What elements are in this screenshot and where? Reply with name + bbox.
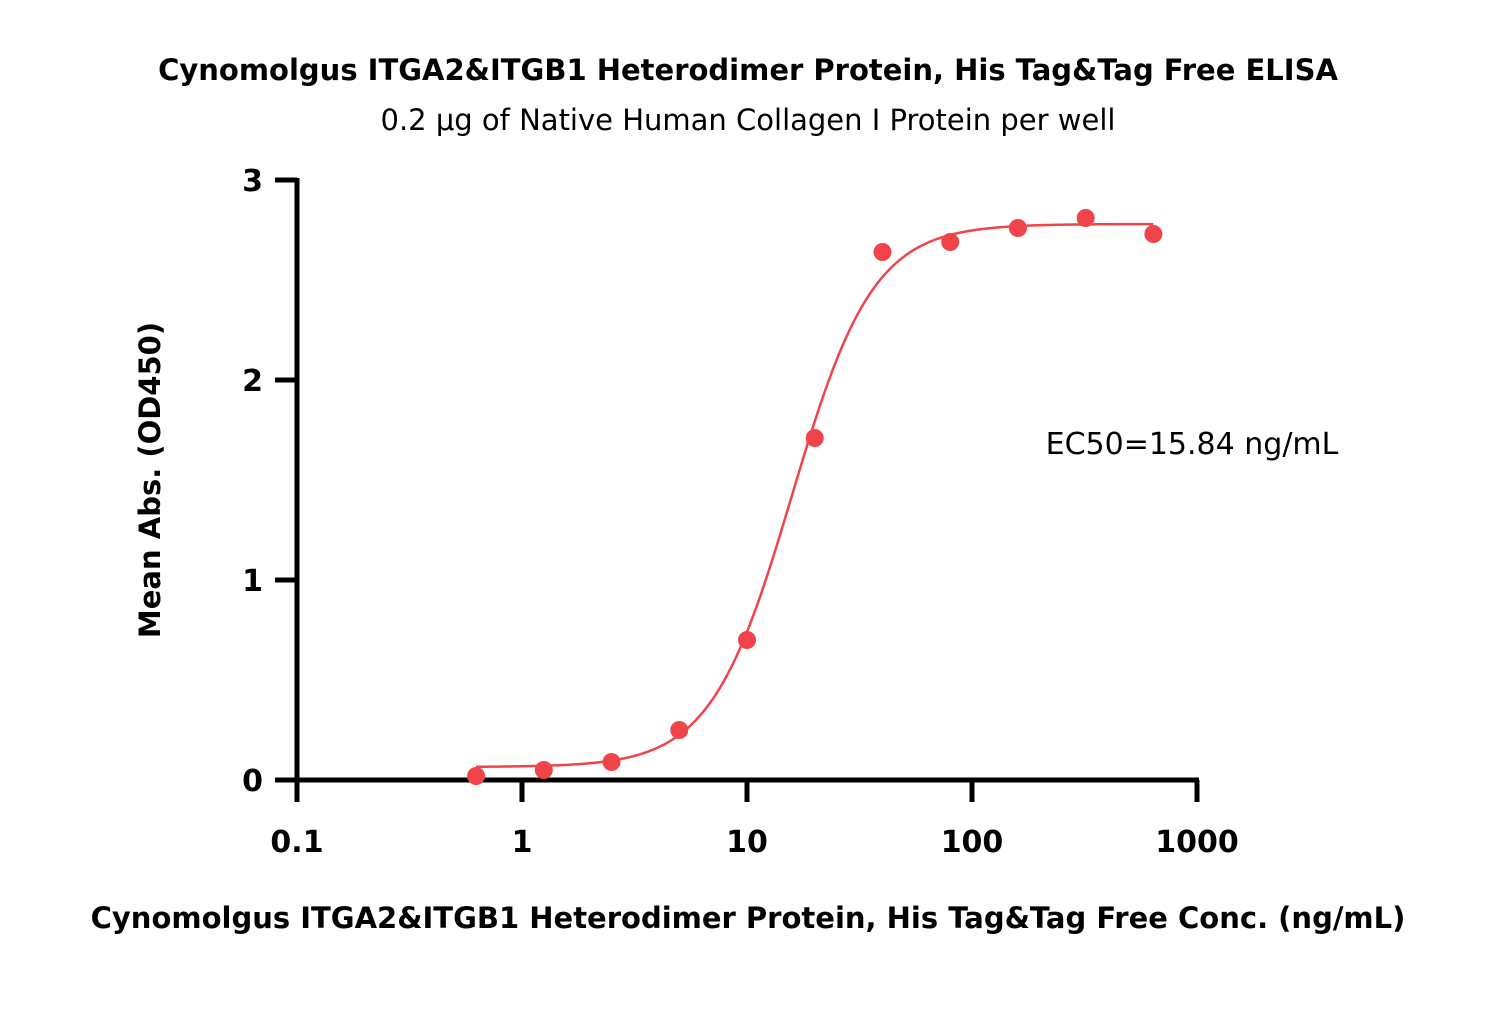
data-point <box>534 761 553 779</box>
x-axis-ticks: 0.1 1 10 100 1000 <box>270 780 1239 860</box>
data-point <box>941 233 960 251</box>
axes <box>275 178 1199 802</box>
x-tick-label: 100 <box>941 825 1004 860</box>
data-point <box>670 721 689 739</box>
y-tick-label: 3 <box>242 164 263 199</box>
x-tick-label: 1 <box>512 825 533 860</box>
y-axis-label: Mean Abs. (OD450) <box>133 322 167 638</box>
chart-subtitle: 0.2 μg of Native Human Collagen I Protei… <box>381 103 1116 137</box>
y-tick-label: 0 <box>242 764 263 799</box>
x-tick-label: 0.1 <box>270 825 323 860</box>
data-point <box>1008 219 1027 237</box>
data-point <box>1144 225 1163 243</box>
x-axis-label: Cynomolgus ITGA2&ITGB1 Heterodimer Prote… <box>91 901 1406 935</box>
chart-title: Cynomolgus ITGA2&ITGB1 Heterodimer Prote… <box>158 53 1338 87</box>
data-point <box>1076 209 1095 227</box>
data-point <box>467 767 486 785</box>
data-point <box>873 243 892 261</box>
x-tick-label: 1000 <box>1155 825 1239 860</box>
x-tick-label: 10 <box>726 825 768 860</box>
data-points <box>467 209 1163 785</box>
y-tick-label: 2 <box>242 364 263 399</box>
y-tick-label: 1 <box>242 564 263 599</box>
data-point <box>602 753 621 771</box>
fit-curve <box>476 222 1154 769</box>
y-axis-ticks: 0 1 2 3 <box>242 164 297 799</box>
data-point <box>805 429 824 447</box>
data-point <box>738 631 756 649</box>
ec50-annotation: EC50=15.84 ng/mL <box>1046 427 1339 462</box>
